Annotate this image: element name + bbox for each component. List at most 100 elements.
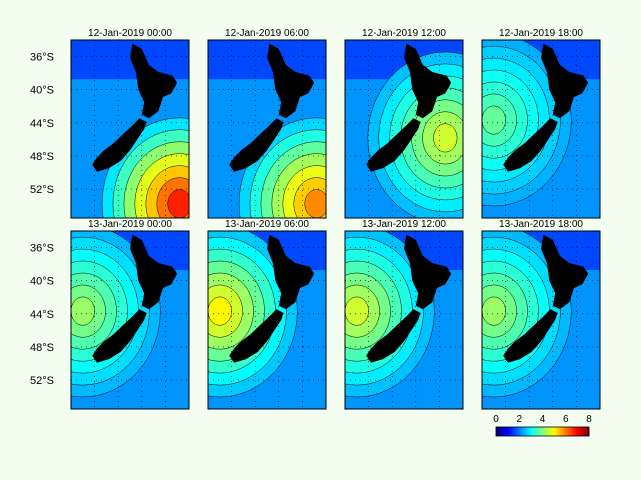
colorbar-segment — [534, 427, 537, 436]
y-tick-label: 36°S — [30, 243, 54, 255]
north-island — [130, 234, 178, 310]
colorbar-segment — [546, 427, 549, 436]
panels-group: 12-Jan-2019 00:00 12-Jan-2019 06:00 12-Jan… — [70, 28, 601, 410]
contour-band — [304, 189, 326, 218]
colorbar-segment — [579, 427, 582, 436]
south-island — [229, 118, 284, 172]
panel-title: 12-Jan-2019 00:00 — [88, 28, 172, 39]
colorbar-segment — [544, 427, 547, 436]
colorbar-segment — [519, 427, 522, 436]
contour-band — [482, 296, 506, 326]
colorbar-segment — [581, 427, 584, 436]
panel-title: 12-Jan-2019 12:00 — [362, 28, 446, 39]
colorbar-segment — [511, 427, 514, 436]
colorbar-segment — [559, 427, 563, 436]
panel-frame — [207, 230, 327, 410]
y-tick-label: 52°S — [30, 184, 54, 196]
colorbar-segment — [567, 427, 570, 436]
south-island — [366, 309, 421, 363]
panel-1: 12-Jan-2019 06:00 — [207, 28, 327, 219]
north-island — [404, 43, 452, 119]
contour-band — [167, 189, 189, 218]
panel-frame — [481, 39, 601, 219]
colorbar-segment — [532, 427, 536, 436]
colorbar-segment — [554, 427, 557, 436]
panel-frame — [70, 230, 190, 410]
south-island — [366, 118, 421, 172]
colorbar-tick-label: 0 — [493, 414, 499, 425]
colorbar-segment — [587, 427, 590, 436]
north-island — [130, 43, 178, 119]
colorbar-segment — [527, 427, 530, 436]
colorbar-segment — [501, 427, 505, 436]
south-island — [229, 309, 284, 363]
colorbar-segment — [503, 427, 506, 436]
y-tick-label: 36°S — [30, 52, 54, 64]
colorbar-tick-label: 8 — [586, 414, 592, 425]
colorbar-segment — [540, 427, 543, 436]
colorbar-segment — [513, 427, 516, 436]
colorbar-segment — [496, 427, 499, 436]
colorbar-tick-label: 2 — [516, 414, 522, 425]
colorbar-segment — [517, 427, 520, 436]
colorbar-segment — [550, 427, 553, 436]
north-island — [541, 43, 589, 119]
panel-frame — [481, 230, 601, 410]
colorbar-segment — [561, 427, 565, 436]
south-island — [503, 118, 558, 172]
colorbar-segment — [525, 427, 528, 436]
south-island — [503, 309, 558, 363]
colorbar-segment — [563, 427, 567, 436]
north-island — [404, 234, 452, 310]
field-north-low — [71, 40, 189, 80]
colorbar-segment — [575, 427, 578, 436]
field-north-low — [208, 40, 326, 80]
colorbar-segment — [565, 427, 568, 436]
colorbar-segment — [548, 427, 551, 436]
panel-2: 12-Jan-2019 12:00 — [344, 28, 464, 219]
colorbar-segment — [497, 427, 501, 436]
panel-frame — [207, 39, 327, 219]
panel-title: 13-Jan-2019 12:00 — [362, 219, 446, 230]
south-island — [92, 309, 147, 363]
colorbar-segment — [528, 427, 532, 436]
contour-band — [208, 296, 232, 326]
colorbar-segment — [571, 427, 574, 436]
contour-band — [433, 123, 458, 153]
panel-5: 13-Jan-2019 06:00 — [207, 219, 327, 410]
panel-title: 13-Jan-2019 06:00 — [225, 219, 309, 230]
y-tick-label: 48°S — [30, 151, 54, 163]
y-tick-label: 40°S — [30, 85, 54, 97]
colorbar-segment — [538, 427, 541, 436]
colorbar-segment — [583, 427, 586, 436]
panel-title: 13-Jan-2019 00:00 — [88, 219, 172, 230]
colorbar: 0 2 4 6 8 — [493, 414, 592, 437]
panel-title: 12-Jan-2019 18:00 — [499, 28, 583, 39]
y-tick-label: 40°S — [30, 276, 54, 288]
colorbar-segment — [523, 427, 526, 436]
south-island — [92, 118, 147, 172]
north-island — [541, 234, 589, 310]
y-axis-labels: 36°S 40°S 44°S 48°S 52°S 36°S 40°S 44°S 48°S 52°S — [30, 52, 54, 387]
colorbar-segment — [569, 427, 572, 436]
y-tick-label: 44°S — [30, 309, 54, 321]
colorbar-tick-label: 6 — [563, 414, 569, 425]
colorbar-segment — [536, 427, 539, 436]
colorbar-segment — [530, 427, 534, 436]
y-tick-label: 52°S — [30, 375, 54, 387]
colorbar-tick-label: 4 — [540, 414, 546, 425]
colorbar-segment — [556, 427, 559, 436]
panel-frame — [70, 39, 190, 219]
north-island — [267, 234, 315, 310]
north-island — [267, 43, 315, 119]
colorbar-segment — [515, 427, 518, 436]
panel-3: 12-Jan-2019 18:00 — [481, 28, 601, 219]
colorbar-segment — [585, 427, 588, 436]
colorbar-segment — [558, 427, 561, 436]
colorbar-segment — [577, 427, 580, 436]
panel-title: 13-Jan-2019 18:00 — [499, 219, 583, 230]
colorbar-frame — [495, 426, 590, 437]
panel-6: 13-Jan-2019 12:00 — [344, 219, 464, 410]
panel-4: 13-Jan-2019 00:00 — [70, 219, 190, 410]
